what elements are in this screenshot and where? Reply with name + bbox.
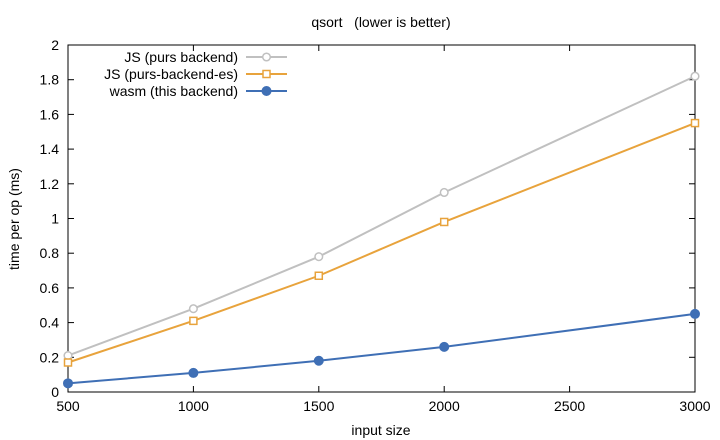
data-point xyxy=(188,367,199,378)
data-point xyxy=(188,304,198,314)
data-point xyxy=(63,351,73,361)
x-tick-label: 2000 xyxy=(429,398,460,414)
data-point xyxy=(189,316,198,326)
data-point xyxy=(63,358,73,367)
data-point xyxy=(439,217,449,227)
series-line xyxy=(67,312,696,385)
x-tick-label: 500 xyxy=(56,398,80,414)
y-tick-label: 1.4 xyxy=(40,141,60,157)
x-axis-title: input size xyxy=(351,422,410,438)
series-line xyxy=(67,75,696,357)
y-tick-label: 1.2 xyxy=(40,176,60,192)
legend-item: JS (purs backend) xyxy=(124,49,287,65)
y-tick-label: 1.6 xyxy=(40,106,60,122)
legend-swatch-marker xyxy=(261,86,272,96)
y-tick-label: 0 xyxy=(51,384,59,400)
y-tick-label: 0.8 xyxy=(40,245,60,261)
x-tick-label: 1500 xyxy=(303,398,334,414)
y-tick-label: 0.6 xyxy=(40,280,60,296)
data-point xyxy=(690,308,700,319)
data-point xyxy=(690,118,700,128)
data-point xyxy=(314,252,324,262)
legend-item: JS (purs-backend-es) xyxy=(104,66,287,82)
legend-swatch-marker xyxy=(262,69,271,79)
legend-label: JS (purs-backend-es) xyxy=(104,66,238,82)
y-tick-label: 2 xyxy=(51,37,59,53)
x-tick-label: 2500 xyxy=(554,398,585,414)
y-tick-label: 0.2 xyxy=(40,349,60,365)
legend-swatch-marker xyxy=(261,52,272,62)
data-point xyxy=(63,378,73,389)
data-point xyxy=(439,341,450,352)
y-axis-title: time per op (ms) xyxy=(6,168,22,270)
data-point xyxy=(314,271,324,281)
legend-item: wasm (this backend) xyxy=(109,83,287,99)
legend: JS (purs backend)JS (purs-backend-es)was… xyxy=(104,49,287,99)
series-2 xyxy=(63,118,700,367)
x-tick-label: 1000 xyxy=(178,398,209,414)
data-point xyxy=(313,355,324,366)
y-tick-label: 0.4 xyxy=(40,315,60,331)
series-3 xyxy=(63,308,700,389)
series-1 xyxy=(63,71,700,361)
series-layer xyxy=(63,71,700,389)
x-tick-label: 3000 xyxy=(679,398,710,414)
legend-label: JS (purs backend) xyxy=(124,49,238,65)
data-point xyxy=(690,71,700,81)
y-tick-label: 1 xyxy=(51,211,59,227)
data-point xyxy=(439,187,449,198)
chart-title: qsort (lower is better) xyxy=(311,14,450,30)
legend-label: wasm (this backend) xyxy=(109,83,238,99)
y-tick-label: 1.8 xyxy=(40,72,60,88)
axis-ticks: 500 1000 1500 2000 2500 3000 0 0.2 0.4 0.6 0.8 1 1.2… xyxy=(40,37,711,414)
